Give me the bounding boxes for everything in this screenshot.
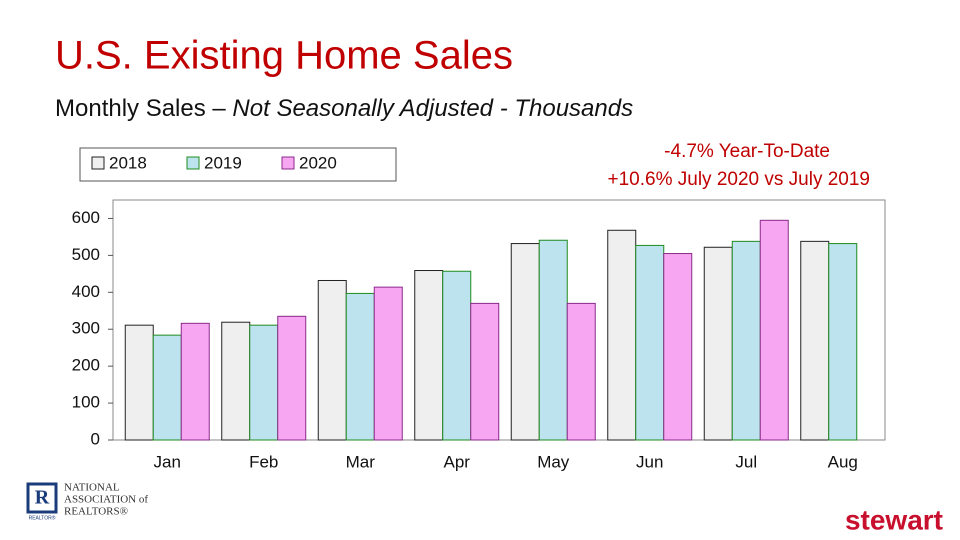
x-tick-label: Aug bbox=[828, 452, 858, 471]
subtitle-part: Not Seasonally Adjusted - Thousands bbox=[232, 95, 633, 122]
subtitle-part: Monthly Sales – bbox=[55, 95, 232, 122]
bar bbox=[759, 219, 789, 441]
legend-swatch bbox=[281, 156, 295, 170]
bar bbox=[635, 244, 665, 441]
x-tick-label: Apr bbox=[444, 452, 471, 471]
bar bbox=[277, 315, 307, 441]
x-tick-label: Jun bbox=[636, 452, 663, 471]
annotation: +10.6% July 2020 vs July 2019 bbox=[608, 169, 870, 190]
bar bbox=[124, 324, 154, 441]
y-tick-label: 200 bbox=[72, 356, 100, 375]
nar-mark bbox=[26, 482, 58, 514]
bar bbox=[566, 302, 596, 441]
nar-letter: R bbox=[35, 487, 50, 509]
nar-logo: R REALTOR® NATIONAL ASSOCIATION of REALT… bbox=[26, 482, 148, 521]
nar-text: ASSOCIATION of bbox=[64, 494, 148, 506]
x-tick-label: May bbox=[537, 452, 570, 471]
bar bbox=[663, 253, 693, 441]
nar-text: NATIONAL bbox=[64, 482, 120, 494]
y-tick-label: 0 bbox=[91, 429, 100, 448]
legend-box bbox=[79, 147, 397, 182]
y-tick-label: 500 bbox=[72, 245, 100, 264]
y-tick-label: 300 bbox=[72, 319, 100, 338]
bar bbox=[414, 270, 444, 441]
nar-mark-label: REALTOR® bbox=[29, 514, 56, 521]
bar bbox=[152, 334, 182, 441]
bar bbox=[221, 321, 251, 441]
x-tick-label: Jan bbox=[154, 452, 181, 471]
chart-subtitle: Monthly Sales – Not Seasonally Adjusted … bbox=[55, 95, 633, 122]
x-tick-label: Mar bbox=[346, 452, 376, 471]
legend-label: 2020 bbox=[299, 153, 337, 172]
y-tick-label: 100 bbox=[72, 393, 100, 412]
bar bbox=[828, 243, 858, 441]
x-tick-label: Feb bbox=[249, 452, 278, 471]
bar bbox=[703, 246, 733, 441]
bar bbox=[538, 239, 568, 441]
bar bbox=[510, 243, 540, 441]
legend-label: 2018 bbox=[109, 153, 147, 172]
bar bbox=[317, 279, 347, 441]
bar bbox=[470, 302, 500, 441]
y-tick-label: 400 bbox=[72, 282, 100, 301]
bar bbox=[180, 322, 210, 441]
nar-text: REALTORS® bbox=[64, 506, 128, 518]
legend-label: 2019 bbox=[204, 153, 242, 172]
bar bbox=[800, 240, 830, 441]
y-tick-label: 600 bbox=[72, 208, 100, 227]
bar bbox=[373, 286, 403, 441]
annotation: -4.7% Year-To-Date bbox=[664, 141, 830, 162]
bar bbox=[345, 292, 375, 441]
stewart-logo: stewart bbox=[845, 504, 943, 535]
bar bbox=[442, 270, 472, 441]
bar bbox=[607, 229, 637, 441]
bar bbox=[731, 240, 761, 441]
bar bbox=[249, 324, 279, 441]
x-tick-label: Jul bbox=[735, 452, 757, 471]
legend-swatch bbox=[186, 156, 200, 170]
legend-swatch bbox=[91, 156, 105, 170]
chart-title: U.S. Existing Home Sales bbox=[55, 34, 513, 78]
